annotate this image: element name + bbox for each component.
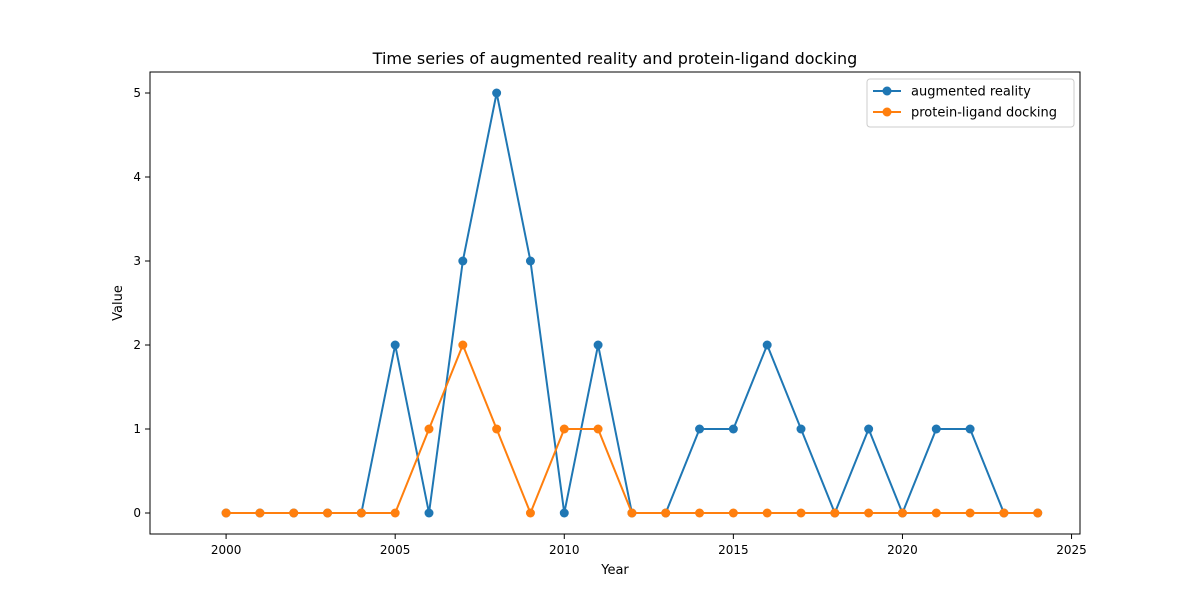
data-point-0-11 — [593, 340, 603, 350]
data-point-0-7 — [458, 256, 468, 266]
data-point-0-15 — [728, 424, 738, 434]
data-point-1-20 — [897, 508, 907, 518]
y-tick-label-5: 5 — [133, 86, 141, 100]
data-point-1-16 — [762, 508, 772, 518]
data-point-1-11 — [593, 424, 603, 434]
data-point-0-8 — [492, 88, 502, 98]
data-point-1-9 — [525, 508, 535, 518]
plot-area: 2000 2005 2010 2015 2020 2025 0 1 2 3 4 5 — [133, 71, 1087, 557]
series-line-0 — [226, 92, 1038, 514]
data-point-0-14 — [695, 424, 705, 434]
legend-label-0: augmented reality — [911, 85, 1031, 100]
data-point-1-14 — [695, 508, 705, 518]
x-tick-label-0: 2000 — [211, 543, 242, 557]
x-tick-label-2: 2010 — [549, 543, 580, 557]
data-point-0-22 — [965, 424, 975, 434]
data-point-0-6 — [424, 508, 434, 518]
data-point-1-0 — [221, 508, 231, 518]
legend-box — [866, 78, 1075, 128]
data-point-0-9 — [525, 256, 535, 266]
y-tick-label-4: 4 — [133, 170, 141, 184]
data-point-1-8 — [492, 424, 502, 434]
data-point-1-21 — [931, 508, 941, 518]
data-point-0-10 — [559, 508, 569, 518]
data-point-1-19 — [864, 508, 874, 518]
data-point-1-24 — [1033, 508, 1043, 518]
x-axis-label: Year — [600, 563, 629, 578]
y-axis-label: Value — [111, 285, 126, 321]
plot-frame — [149, 71, 1081, 535]
y-tick-label-0: 0 — [133, 506, 141, 520]
data-point-1-3 — [323, 508, 333, 518]
data-point-0-19 — [864, 424, 874, 434]
data-point-0-5 — [390, 340, 400, 350]
data-point-1-17 — [796, 508, 806, 518]
data-point-1-1 — [255, 508, 265, 518]
x-tick-label-3: 2015 — [718, 543, 749, 557]
legend: augmented reality protein-ligand docking — [866, 78, 1075, 128]
y-tick-label-2: 2 — [133, 338, 141, 352]
y-tick-label-1: 1 — [133, 422, 141, 436]
data-point-1-6 — [424, 424, 434, 434]
data-point-1-5 — [390, 508, 400, 518]
data-point-1-12 — [627, 508, 637, 518]
chart-title: Time series of augmented reality and pro… — [372, 49, 858, 68]
data-point-1-18 — [830, 508, 840, 518]
data-point-0-17 — [796, 424, 806, 434]
data-point-0-21 — [931, 424, 941, 434]
x-tick-label-4: 2020 — [887, 543, 918, 557]
x-tick-label-5: 2025 — [1056, 543, 1087, 557]
data-point-1-22 — [965, 508, 975, 518]
data-point-1-15 — [728, 508, 738, 518]
data-point-1-23 — [999, 508, 1009, 518]
data-point-0-16 — [762, 340, 772, 350]
y-tick-label-3: 3 — [133, 254, 141, 268]
data-point-1-7 — [458, 340, 468, 350]
legend-label-1: protein-ligand docking — [911, 106, 1057, 121]
legend-marker-0 — [882, 86, 892, 96]
data-point-1-13 — [661, 508, 671, 518]
data-point-1-4 — [356, 508, 366, 518]
x-tick-label-1: 2005 — [380, 543, 411, 557]
data-point-1-10 — [559, 424, 569, 434]
data-point-1-2 — [289, 508, 299, 518]
legend-marker-1 — [882, 107, 892, 117]
series-line-1 — [226, 344, 1038, 514]
